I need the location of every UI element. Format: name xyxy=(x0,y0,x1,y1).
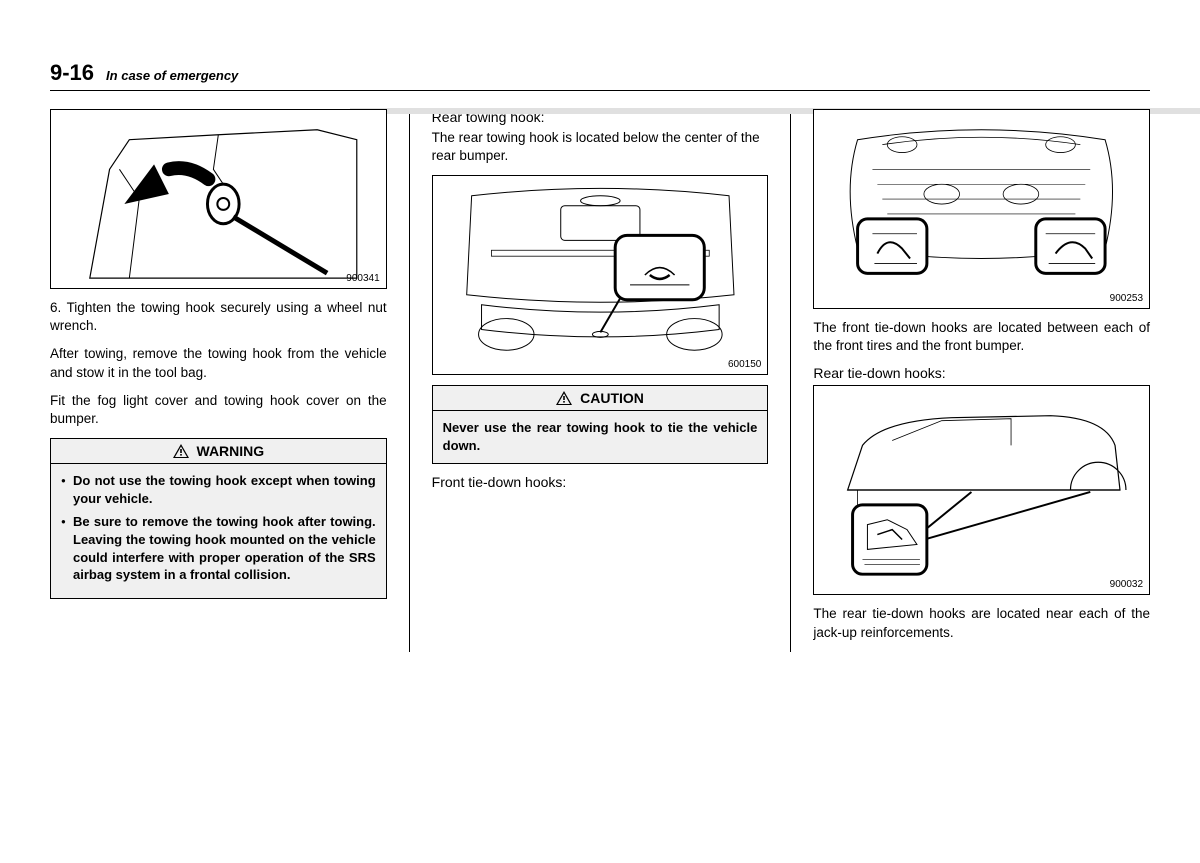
step-6-text: 6. Tighten the towing hook securely usin… xyxy=(50,299,387,335)
figure-rear-towing-hook: 600150 xyxy=(432,175,769,375)
rear-tiedown-text: The rear tie-down hooks are located near… xyxy=(813,605,1150,641)
after-towing-text-2: Fit the fog light cover and towing hook … xyxy=(50,392,387,428)
warning-icon xyxy=(173,444,189,458)
column-3: 900253 The front tie-down hooks are loca… xyxy=(813,109,1150,652)
warning-body: Do not use the towing hook except when t… xyxy=(51,464,386,597)
rear-tiedown-heading: Rear tie-down hooks: xyxy=(813,365,1150,381)
figure-id: 900341 xyxy=(346,273,379,284)
front-tiedown-heading: Front tie-down hooks: xyxy=(432,474,769,490)
figure-id: 900253 xyxy=(1110,293,1143,304)
vehicle-side-diagram xyxy=(814,386,1149,594)
column-divider xyxy=(409,109,410,652)
column-divider xyxy=(790,109,791,652)
caution-header: CAUTION xyxy=(433,386,768,411)
after-towing-text-1: After towing, remove the towing hook fro… xyxy=(50,345,387,381)
caution-box: CAUTION Never use the rear towing hook t… xyxy=(432,385,769,463)
figure-id: 900032 xyxy=(1110,579,1143,590)
towing-hook-wrench-diagram xyxy=(51,110,386,288)
caution-title: CAUTION xyxy=(580,390,644,406)
figure-id: 600150 xyxy=(728,359,761,370)
column-2: Rear towing hook: The rear towing hook i… xyxy=(432,109,769,652)
section-title: In case of emergency xyxy=(106,68,238,83)
figure-towing-hook-wrench: 900341 xyxy=(50,109,387,289)
warning-box: WARNING Do not use the towing hook excep… xyxy=(50,438,387,598)
rear-bumper-diagram xyxy=(433,176,768,374)
page-header: 9-16 In case of emergency xyxy=(50,60,1150,91)
warning-header: WARNING xyxy=(51,439,386,464)
caution-icon xyxy=(556,391,572,405)
content-columns: 900341 6. Tighten the towing hook secure… xyxy=(50,109,1150,652)
caution-body: Never use the rear towing hook to tie th… xyxy=(433,411,768,462)
warning-title: WARNING xyxy=(197,443,265,459)
column-1: 900341 6. Tighten the towing hook secure… xyxy=(50,109,387,652)
warning-item: Do not use the towing hook except when t… xyxy=(73,472,376,507)
figure-front-tiedown: 900253 xyxy=(813,109,1150,309)
front-tiedown-text: The front tie-down hooks are located bet… xyxy=(813,319,1150,355)
page-number: 9-16 xyxy=(50,60,94,86)
figure-rear-tiedown: 900032 xyxy=(813,385,1150,595)
front-underside-diagram xyxy=(814,110,1149,308)
rear-towing-hook-text: The rear towing hook is located below th… xyxy=(432,129,769,165)
warning-item: Be sure to remove the towing hook after … xyxy=(73,513,376,583)
